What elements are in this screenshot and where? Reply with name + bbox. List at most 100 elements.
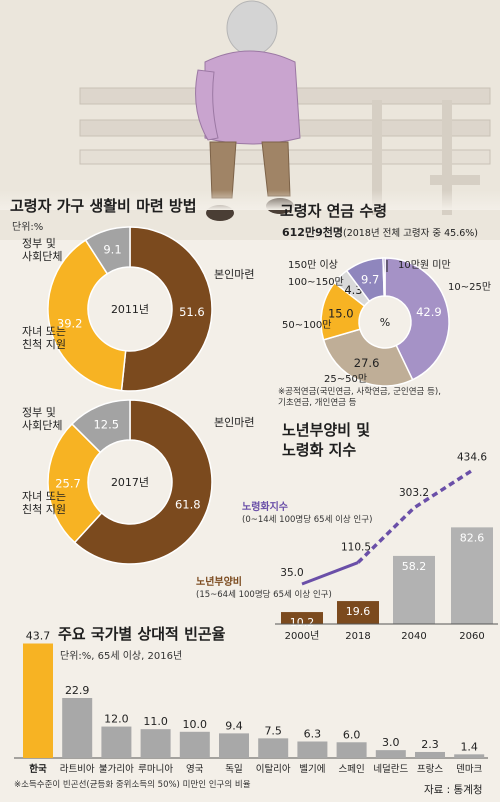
dependency-value-label: 19.6 bbox=[346, 605, 371, 618]
pension-total-share: (2018년 전체 고령자 중 45.6%) bbox=[342, 228, 479, 239]
dependency-legend-desc: (15~64세 100명당 65세 이상 인구) bbox=[196, 590, 332, 600]
dependency-value-label: 82.6 bbox=[460, 531, 485, 544]
section-divider bbox=[0, 190, 500, 210]
donut-slice bbox=[47, 239, 127, 392]
slice-value-label: 25.7 bbox=[55, 476, 81, 490]
label-2017-children: 자녀 또는 친척 지원 bbox=[22, 490, 66, 516]
donut-slice bbox=[47, 422, 103, 544]
label-2011-children: 자녀 또는 친척 지원 bbox=[22, 325, 66, 351]
dependency-title: 노년부양비 및 노령화 지수 bbox=[282, 420, 370, 461]
pension-category-label: 100~150만 bbox=[288, 276, 344, 288]
donut-slice bbox=[384, 257, 450, 381]
slice-value-label: 42.9 bbox=[416, 305, 442, 319]
dependency-value-label: 58.2 bbox=[402, 560, 427, 573]
pension-category-label: 150만 이상 bbox=[288, 259, 338, 271]
label-gov-line2: 사회단체 bbox=[22, 419, 63, 433]
aging-legend: 노령화지수 (0~14세 100명당 65세 이상 인구) bbox=[242, 498, 372, 525]
donut-slice bbox=[73, 399, 213, 565]
slice-value-label: 39.2 bbox=[57, 316, 83, 330]
pension-note: ※공적연금(국민연금, 사학연금, 군인연금 등), 기초연금, 개인연금 등 bbox=[278, 387, 441, 410]
poverty-bar bbox=[258, 738, 289, 758]
x-tick-label: 2060 bbox=[459, 631, 484, 642]
aging-value-label: 434.6 bbox=[457, 452, 487, 464]
label-2017-gov: 정부 및 사회단체 bbox=[22, 406, 62, 432]
slice-value-label: 51.6 bbox=[179, 305, 205, 319]
pension-category-label: 50~100만 bbox=[282, 319, 331, 331]
country-tick-label: 네덜란드 bbox=[373, 763, 408, 775]
country-tick-label: 이탈리아 bbox=[256, 763, 291, 775]
pension-note-line1: ※공적연금(국민연금, 사학연금, 군인연금 등), bbox=[278, 387, 441, 397]
poverty-bar bbox=[297, 741, 328, 758]
poverty-value-label: 22.9 bbox=[65, 684, 90, 697]
pension-total: 612만9천명(2018년 전체 고령자 중 45.6%) bbox=[282, 224, 478, 240]
country-tick-label: 루마니아 bbox=[138, 764, 173, 775]
source: 자료 : 통계청 bbox=[424, 784, 483, 796]
poverty-bar bbox=[140, 729, 171, 758]
livelihood-title: 고령자 가구 생활비 마련 방법 bbox=[10, 197, 197, 215]
poverty-value-label: 11.0 bbox=[143, 715, 168, 728]
dependency-legend-label: 노년부양비 bbox=[196, 577, 242, 588]
aging-legend-label: 노령화지수 bbox=[242, 502, 288, 513]
label-2011-gov: 정부 및 사회단체 bbox=[22, 237, 62, 263]
dependency-bar bbox=[393, 555, 435, 624]
country-tick-label: 스페인 bbox=[338, 764, 364, 775]
aging-legend-desc: (0~14세 100명당 65세 이상 인구) bbox=[242, 515, 373, 525]
slice-value-label: 12.5 bbox=[93, 418, 119, 432]
label-children-line2: 친척 지원 bbox=[22, 503, 66, 517]
poverty-note: ※소득수준이 빈곤선(균등화 중위소득의 50%) 미만인 인구의 비율 bbox=[14, 780, 251, 790]
aging-line-dashed bbox=[356, 469, 473, 564]
country-tick-label: 덴마크 bbox=[456, 764, 482, 775]
country-tick-label: 불가리아 bbox=[99, 764, 134, 775]
poverty-bar bbox=[62, 698, 93, 758]
country-tick-label: 독일 bbox=[225, 764, 242, 775]
country-tick-label: 영국 bbox=[186, 764, 204, 775]
poverty-value-label: 43.7 bbox=[26, 630, 51, 643]
poverty-bar bbox=[179, 731, 210, 758]
poverty-bar bbox=[219, 733, 249, 758]
poverty-bar bbox=[101, 726, 132, 758]
poverty-bar bbox=[336, 742, 367, 758]
pension-title: 고령자 연금 수령 bbox=[280, 202, 388, 220]
country-tick-label: 한국 bbox=[29, 763, 47, 775]
dependency-bar bbox=[281, 612, 323, 624]
country-tick-label: 라트비아 bbox=[60, 764, 95, 775]
aging-value-label: 35.0 bbox=[280, 567, 303, 579]
poverty-unit: 단위:%, 65세 이상, 2016년 bbox=[60, 651, 183, 662]
pension-note-line2: 기초연금, 개인연금 등 bbox=[278, 398, 357, 409]
dependency-title-line1: 노년부양비 및 bbox=[282, 421, 371, 439]
slice-value-label: 61.8 bbox=[175, 497, 201, 511]
aging-value-label: 303.2 bbox=[399, 487, 429, 499]
country-tick-label: 프랑스 bbox=[417, 763, 443, 775]
dependency-legend: 노년부양비 (15~64세 100명당 65세 이상 인구) bbox=[196, 573, 332, 600]
donut-slice bbox=[84, 226, 131, 275]
poverty-bar bbox=[415, 751, 445, 758]
slice-value-label: 15.0 bbox=[328, 307, 354, 321]
label-gov-line1: 정부 및 bbox=[22, 237, 56, 250]
country-tick-label: 벨기에 bbox=[299, 764, 325, 775]
poverty-value-label: 1.4 bbox=[460, 740, 478, 753]
pension-center-unit: % bbox=[380, 316, 390, 329]
dependency-title-line2: 노령화 지수 bbox=[282, 441, 357, 460]
label-2011-self: 본인마련 bbox=[214, 268, 255, 281]
slice-value-label: 9.1 bbox=[103, 243, 121, 257]
label-children-line2: 친척 지원 bbox=[22, 338, 66, 352]
label-children-line1: 자녀 또는 bbox=[22, 490, 66, 503]
poverty-value-label: 10.0 bbox=[183, 718, 208, 731]
poverty-value-label: 2.3 bbox=[421, 738, 439, 751]
donut-2011: 51.6 39.2 9.1 2011년 bbox=[47, 226, 213, 392]
pension-total-count: 612만9천명 bbox=[282, 226, 343, 239]
donut-center-label: 2011년 bbox=[111, 303, 149, 316]
poverty-value-label: 12.0 bbox=[104, 713, 129, 726]
slice-value-label: 27.6 bbox=[354, 356, 380, 370]
x-tick-label: 2040 bbox=[401, 631, 426, 642]
aging-value-label: 110.5 bbox=[341, 542, 371, 554]
label-2017-self: 본인마련 bbox=[214, 416, 255, 429]
poverty-value-label: 6.3 bbox=[304, 727, 322, 740]
poverty-value-label: 6.0 bbox=[343, 728, 361, 741]
label-gov-line2: 사회단체 bbox=[22, 250, 63, 264]
poverty-bar bbox=[375, 750, 406, 758]
dependency-bar bbox=[451, 527, 493, 624]
donut-pension: 42.927.615.04.39.7%10~25만25~50만50~100만10… bbox=[282, 257, 491, 387]
